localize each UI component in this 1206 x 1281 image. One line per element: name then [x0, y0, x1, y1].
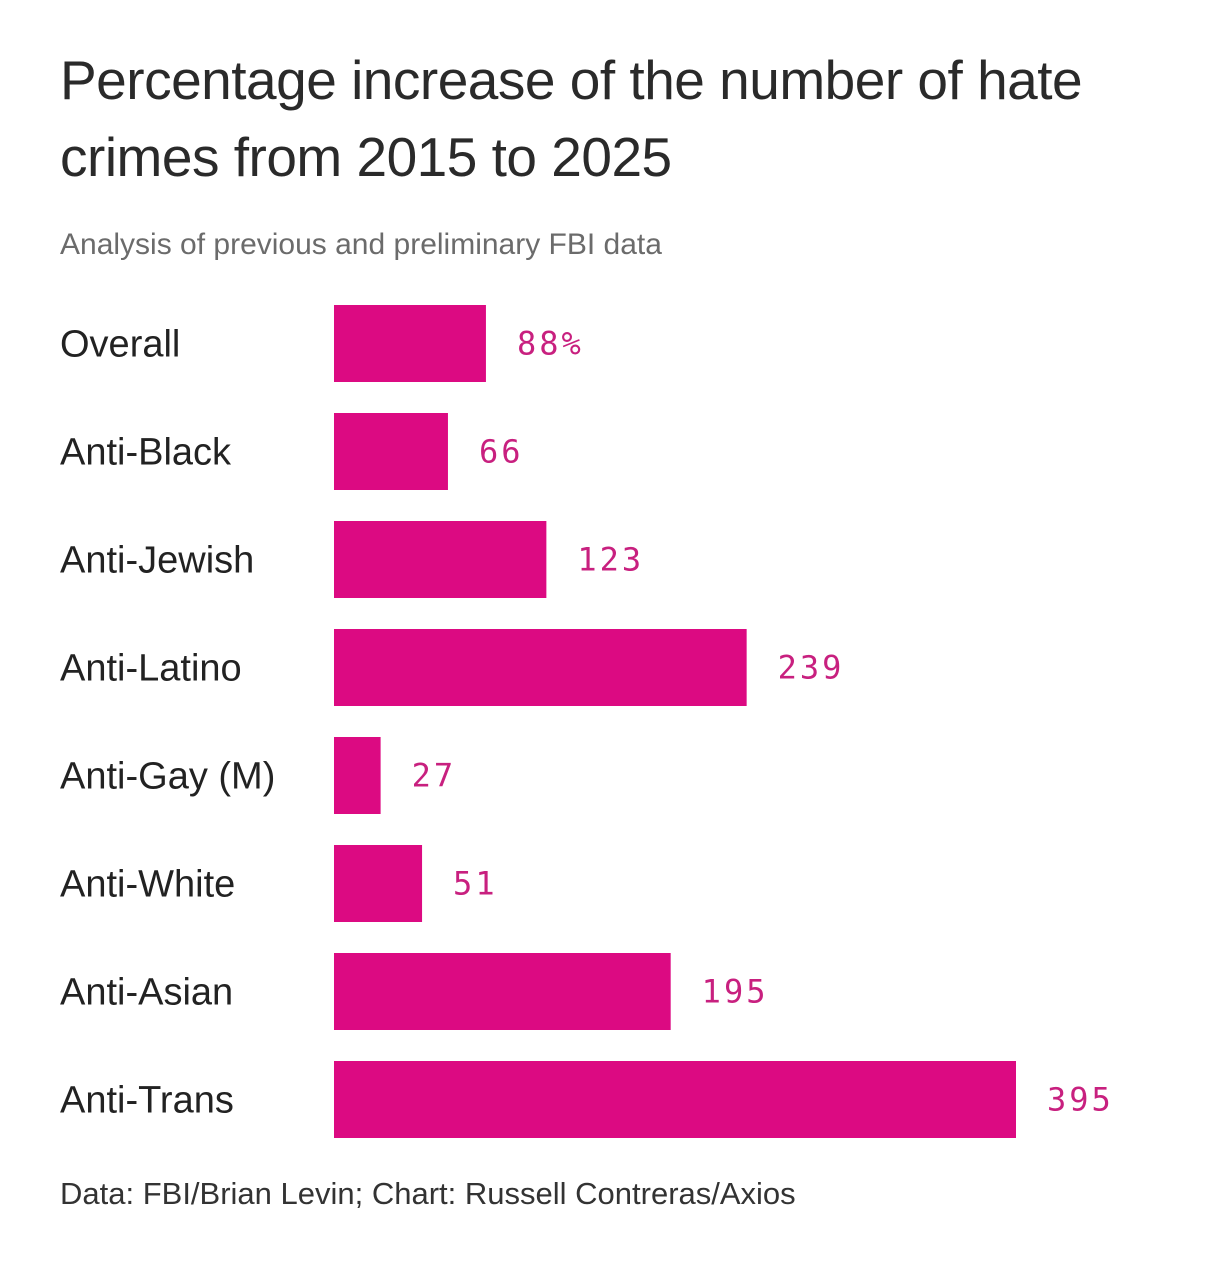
- value-label: 239: [778, 649, 845, 687]
- bar: [334, 953, 671, 1030]
- value-label: 195: [702, 973, 769, 1011]
- chart-subtitle: Analysis of previous and preliminary FBI…: [60, 228, 662, 261]
- bar: [334, 1061, 1016, 1138]
- bar: [334, 521, 547, 598]
- bar: [334, 413, 448, 490]
- source-note: Data: FBI/Brian Levin; Chart: Russell Co…: [60, 1176, 796, 1211]
- value-label: 66: [479, 433, 524, 471]
- value-label: 123: [577, 541, 644, 579]
- category-label: Anti-Asian: [60, 972, 233, 1014]
- value-label: 395: [1047, 1081, 1114, 1119]
- category-label: Anti-Trans: [60, 1080, 234, 1122]
- bar: [334, 737, 381, 814]
- value-label: 88%: [517, 325, 584, 363]
- category-label: Anti-Gay (M): [60, 756, 275, 798]
- category-label: Anti-Black: [60, 432, 232, 474]
- category-label: Anti-Jewish: [60, 540, 254, 582]
- bar: [334, 629, 747, 706]
- category-label: Overall: [60, 324, 180, 366]
- chart-title: Percentage increase of the number of hat…: [60, 49, 1083, 188]
- category-label: Anti-Latino: [60, 648, 242, 690]
- value-label: 51: [453, 865, 498, 903]
- category-label: Anti-White: [60, 864, 235, 906]
- value-label: 27: [412, 757, 457, 795]
- bar: [334, 305, 486, 382]
- bar: [334, 845, 423, 922]
